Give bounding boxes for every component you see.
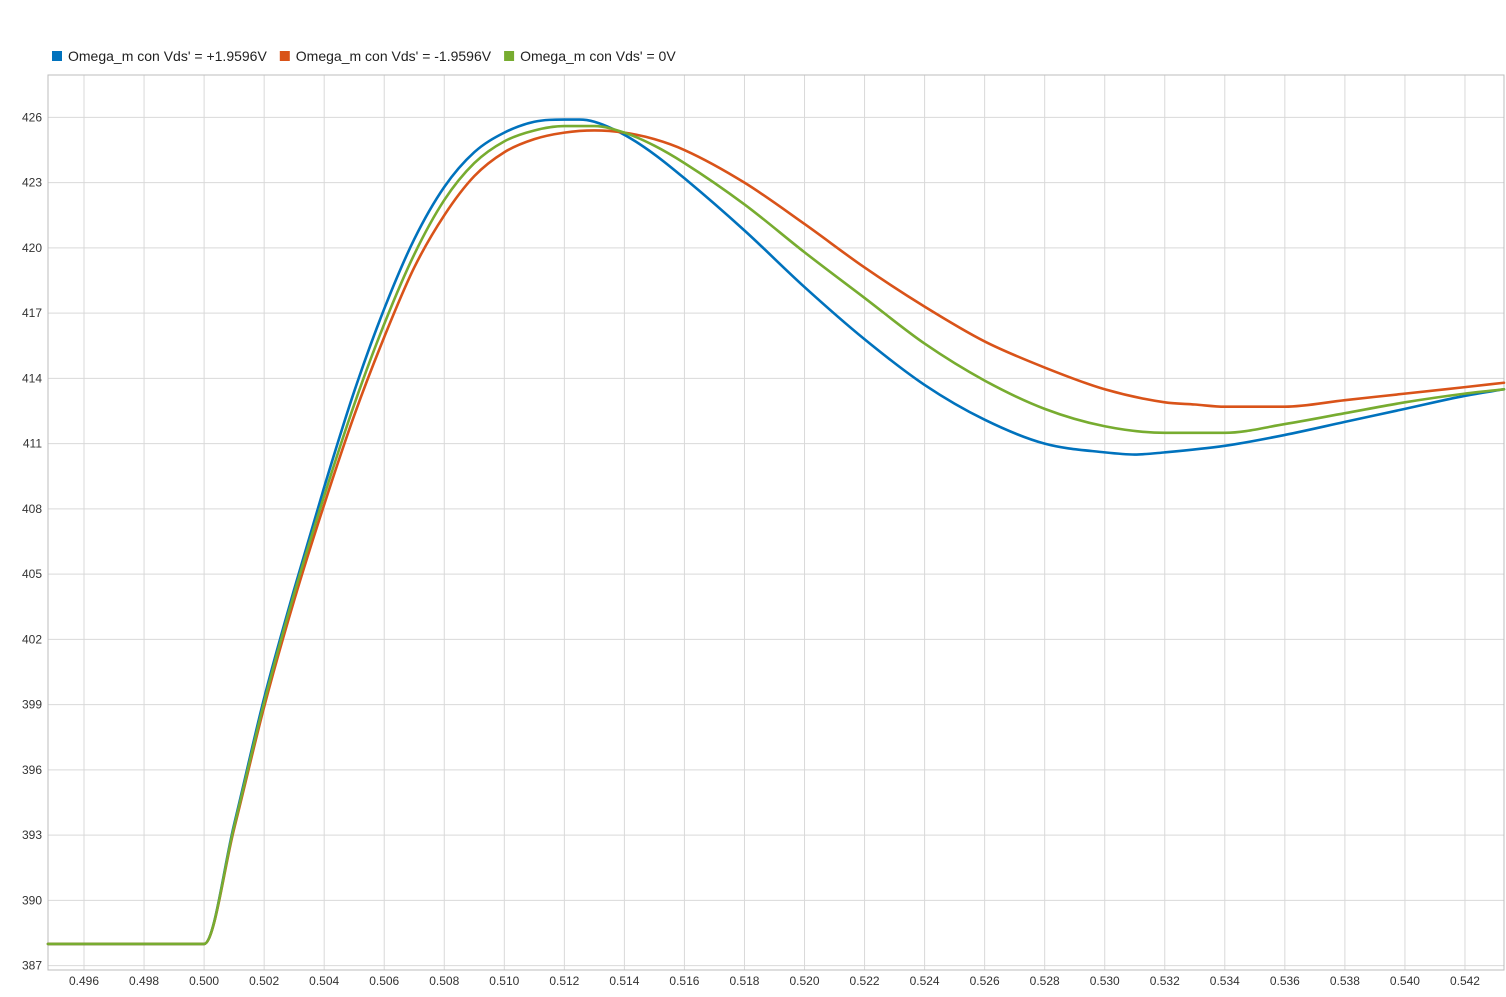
y-tick-label: 417 bbox=[22, 306, 42, 320]
y-tick-label: 402 bbox=[22, 632, 42, 646]
y-tick-label: 399 bbox=[22, 698, 42, 712]
x-tick-label: 0.536 bbox=[1270, 974, 1300, 988]
x-tick-label: 0.528 bbox=[1030, 974, 1060, 988]
x-tick-label: 0.510 bbox=[489, 974, 519, 988]
legend-swatch-1 bbox=[52, 51, 62, 61]
y-tick-label: 396 bbox=[22, 763, 42, 777]
y-tick-label: 414 bbox=[22, 371, 42, 385]
x-tick-label: 0.512 bbox=[549, 974, 579, 988]
series-line-1 bbox=[46, 118, 1506, 946]
x-tick-label: 0.518 bbox=[729, 974, 759, 988]
series-line-3 bbox=[46, 124, 1506, 946]
y-tick-label: 420 bbox=[22, 241, 42, 255]
legend-swatch-2 bbox=[279, 51, 290, 61]
y-tick-label: 393 bbox=[22, 828, 42, 842]
y-tick-label: 423 bbox=[22, 176, 42, 190]
x-tick-label: 0.500 bbox=[189, 974, 219, 988]
x-tick-label: 0.520 bbox=[790, 974, 820, 988]
x-tick-labels: 0.496 0.498 0.500 0.502 0.504 0.506 0.508 0.510… bbox=[69, 974, 1480, 988]
axes bbox=[47, 74, 1505, 971]
plot-area-border bbox=[47, 74, 1505, 971]
x-tick-label: 0.532 bbox=[1150, 974, 1180, 988]
legend-label-2[interactable]: Omega_m con Vds' = -1.9596V bbox=[296, 48, 492, 64]
x-tick-label: 0.516 bbox=[669, 974, 699, 988]
x-tick-label: 0.496 bbox=[69, 974, 99, 988]
x-tick-label: 0.504 bbox=[309, 974, 339, 988]
y-tick-label: 405 bbox=[22, 567, 42, 581]
x-tick-label: 0.502 bbox=[249, 974, 279, 988]
grid bbox=[48, 75, 1504, 970]
series-lines bbox=[46, 118, 1506, 946]
legend-label-3[interactable]: Omega_m con Vds' = 0V bbox=[520, 48, 676, 64]
y-tick-labels: 387 390 393 396 399 402 405 408 411 414 417 420 423 4… bbox=[22, 110, 42, 972]
x-tick-label: 0.506 bbox=[369, 974, 399, 988]
x-tick-label: 0.508 bbox=[429, 974, 459, 988]
y-tick-label: 426 bbox=[22, 110, 42, 124]
x-tick-label: 0.530 bbox=[1090, 974, 1120, 988]
series-line-2 bbox=[46, 129, 1506, 946]
x-tick-label: 0.498 bbox=[129, 974, 159, 988]
x-tick-label: 0.542 bbox=[1450, 974, 1480, 988]
x-tick-label: 0.522 bbox=[850, 974, 880, 988]
x-tick-label: 0.514 bbox=[609, 974, 639, 988]
y-tick-label: 411 bbox=[23, 437, 42, 451]
x-tick-label: 0.534 bbox=[1210, 974, 1240, 988]
x-tick-label: 0.538 bbox=[1330, 974, 1360, 988]
y-tick-label: 387 bbox=[22, 959, 42, 973]
y-tick-label: 390 bbox=[22, 893, 42, 907]
y-tick-label: 408 bbox=[22, 502, 42, 516]
legend-label-1[interactable]: Omega_m con Vds' = +1.9596V bbox=[68, 48, 267, 64]
legend[interactable]: Omega_m con Vds' = +1.9596V Omega_m con V… bbox=[52, 48, 676, 64]
x-tick-label: 0.524 bbox=[910, 974, 940, 988]
legend-swatch-3 bbox=[504, 51, 515, 61]
x-tick-label: 0.540 bbox=[1390, 974, 1420, 988]
x-tick-label: 0.526 bbox=[970, 974, 1000, 988]
